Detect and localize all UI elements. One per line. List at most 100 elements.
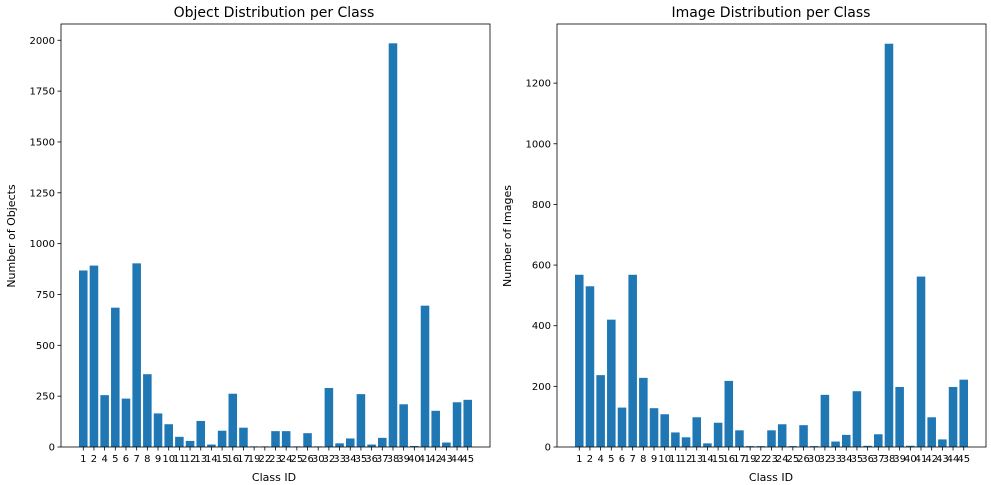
x-tick-label: 7 (133, 454, 139, 465)
bar-class-8 (639, 377, 648, 447)
bar-class-33 (335, 443, 344, 447)
x-tick-label: 44 (947, 454, 960, 465)
bar-group (79, 43, 472, 448)
x-tick-label: 43 (440, 454, 453, 465)
bar-class-26 (303, 433, 312, 447)
bar-class-23 (767, 430, 776, 447)
x-tick-label: 24 (776, 454, 789, 465)
x-tick-label: 17 (237, 454, 250, 465)
bar-class-38 (388, 43, 398, 447)
bar-class-37 (874, 434, 883, 447)
x-tick-label: 26 (301, 454, 314, 465)
bar-class-9 (153, 413, 163, 447)
bar-class-4 (596, 375, 605, 447)
bar-class-30 (809, 446, 819, 447)
x-tick-label: 34 (344, 454, 357, 465)
bar-class-37 (378, 437, 387, 447)
x-tick-label: 25 (290, 454, 303, 465)
x-tick-label: 45 (957, 454, 970, 465)
x-tick-label: 15 (216, 454, 229, 465)
x-tick-label: 19 (248, 454, 261, 465)
plot-frame (60, 23, 491, 448)
x-tick-label: 6 (123, 454, 129, 465)
x-tick-label: 33 (829, 454, 842, 465)
bar-class-25 (788, 446, 798, 447)
bar-class-24 (281, 431, 291, 447)
chart-title: Object Distribution per Class (174, 5, 375, 21)
x-tick-label: 34 (840, 454, 853, 465)
bar-class-44 (452, 402, 462, 447)
x-tick-label: 12 (680, 454, 693, 465)
bar-class-6 (617, 407, 627, 447)
x-tick-label: 40 (904, 454, 917, 465)
x-tick-label: 40 (408, 454, 421, 465)
y-tick-label: 2000 (30, 36, 55, 47)
bar-class-35 (852, 391, 862, 447)
x-tick-label: 33 (333, 454, 346, 465)
y-axis-label: Number of Objects (5, 184, 18, 288)
bar-class-11 (175, 436, 184, 447)
x-tick-label: 22 (754, 454, 767, 465)
y-tick-label: 400 (532, 321, 551, 332)
x-tick-label: 25 (786, 454, 799, 465)
x-tick-label: 9 (155, 454, 161, 465)
bar-class-5 (111, 307, 120, 447)
x-tick-label: 23 (269, 454, 282, 465)
x-tick-label: 8 (640, 454, 646, 465)
bar-class-14 (207, 444, 216, 447)
bar-class-6 (121, 398, 131, 447)
bar-class-34 (345, 438, 355, 447)
chart-title: Image Distribution per Class (672, 5, 871, 21)
y-ticks: 0 200 400 600 800 1000 1200 (526, 79, 557, 454)
x-tick-label: 10 (162, 454, 175, 465)
bar-class-39 (895, 386, 904, 447)
bar-class-39 (399, 404, 408, 447)
y-tick-label: 200 (532, 382, 551, 393)
bar-class-35 (356, 394, 366, 448)
bar-class-12 (681, 437, 691, 447)
bar-class-23 (271, 431, 280, 447)
x-tick-label: 1 (576, 454, 582, 465)
x-tick-label: 37 (872, 454, 885, 465)
x-tick-label: 6 (619, 454, 625, 465)
bar-class-17 (735, 430, 744, 447)
bar-class-7 (628, 274, 637, 447)
y-tick-label: 1000 (526, 139, 551, 150)
x-tick-label: 15 (712, 454, 725, 465)
x-tick-label: 26 (797, 454, 810, 465)
x-tick-label: 13 (194, 454, 207, 465)
y-ticks: 0 250 500 750 1000 1250 1500 1750 2000 (30, 36, 61, 454)
x-tick-label: 9 (651, 454, 657, 465)
bar-class-42 (431, 410, 440, 447)
x-tick-label: 32 (819, 454, 832, 465)
bar-class-11 (671, 432, 680, 447)
y-tick-label: 800 (532, 200, 551, 211)
x-tick-label: 36 (365, 454, 378, 465)
x-tick-label: 41 (915, 454, 928, 465)
bar-class-10 (164, 424, 173, 447)
y-tick-label: 1000 (30, 239, 55, 250)
x-ticks: 1 2 4 5 6 7 8 9 10111213141516171922232425263032… (576, 447, 970, 465)
x-tick-label: 32 (323, 454, 336, 465)
x-tick-label: 45 (461, 454, 474, 465)
x-tick-label: 30 (808, 454, 821, 465)
x-tick-label: 4 (101, 454, 107, 465)
x-tick-label: 12 (184, 454, 197, 465)
x-tick-label: 35 (851, 454, 864, 465)
x-tick-label: 10 (658, 454, 671, 465)
x-tick-label: 42 (429, 454, 442, 465)
x-ticks: 1 2 4 5 6 7 8 9 10111213141516171922232425263032… (80, 447, 474, 465)
x-tick-label: 13 (690, 454, 703, 465)
bar-class-33 (831, 441, 840, 447)
bar-class-24 (777, 424, 787, 447)
x-tick-label: 5 (112, 454, 118, 465)
object-distribution-chart: Object Distribution per Class Number of … (5, 5, 491, 484)
x-tick-label: 2 (587, 454, 593, 465)
bar-class-32 (820, 394, 830, 447)
x-tick-label: 39 (397, 454, 410, 465)
bar-class-16 (724, 380, 734, 447)
y-tick-label: 500 (36, 341, 55, 352)
bar-class-19 (745, 446, 755, 447)
y-tick-label: 1250 (30, 188, 55, 199)
bar-class-15 (713, 422, 723, 447)
